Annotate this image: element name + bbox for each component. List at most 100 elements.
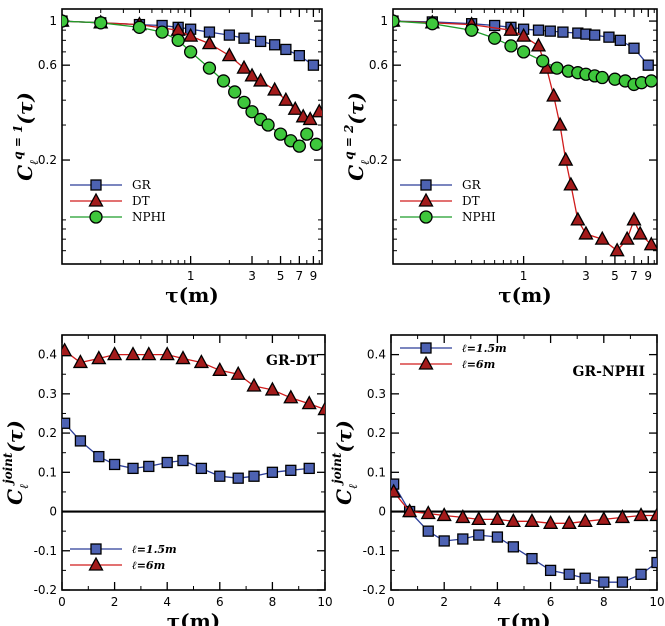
data-point [287, 100, 303, 115]
x-tick-label: 1 [187, 269, 195, 283]
x-tick-label: 7 [630, 269, 638, 283]
data-point [391, 483, 402, 498]
series-NPHI [393, 14, 657, 92]
y-axis-title: Cℓq = 1(τ) [11, 92, 41, 181]
data-point [422, 525, 434, 537]
data-point [266, 466, 279, 478]
data-point [125, 346, 141, 361]
data-point [633, 507, 649, 522]
data-point [132, 20, 147, 34]
y-tick-label: 0.2 [369, 153, 388, 167]
data-point [253, 72, 269, 87]
y-axis-title-part: joint [330, 452, 344, 486]
data-point [307, 59, 320, 71]
y-axis-title-part: (τ) [332, 420, 356, 452]
data-point [595, 70, 609, 85]
data-point [159, 346, 175, 361]
x-tick-label: 8 [600, 595, 608, 609]
data-point [598, 576, 610, 588]
legend-marker [88, 192, 104, 207]
x-tick-label: 7 [296, 269, 304, 283]
data-point [175, 350, 191, 365]
data-point [183, 27, 199, 42]
data-point [212, 361, 228, 376]
series-6m [391, 483, 657, 529]
data-point [302, 111, 318, 126]
legend-label: NPHI [462, 210, 496, 224]
data-point [516, 45, 531, 59]
data-point [471, 511, 487, 526]
data-point [107, 346, 123, 361]
data-point [193, 354, 209, 369]
data-point [570, 211, 586, 226]
data-point [464, 23, 479, 37]
y-axis-title-part: C [344, 165, 368, 181]
data-point [292, 139, 306, 153]
data-point [526, 552, 538, 565]
data-point [301, 395, 317, 410]
legend-marker [418, 355, 434, 370]
data-point [561, 514, 577, 529]
x-tick-label: 3 [248, 269, 256, 283]
y-axis-title: Cℓjoint(τ) [1, 420, 31, 505]
series-line [393, 20, 649, 66]
x-tick-label: 5 [277, 269, 285, 283]
legend-label: ℓ=1.5m [462, 342, 507, 355]
x-tick-label: 0 [387, 595, 395, 609]
data-point [303, 462, 315, 475]
data-point [614, 34, 626, 46]
x-axis-title: τ(m) [165, 283, 219, 307]
legend: ℓ=1.5m ℓ=6m [400, 342, 507, 371]
data-point [230, 365, 246, 380]
data-point [455, 509, 471, 524]
legend-label: ℓ=6m [132, 559, 165, 572]
data-point [141, 346, 157, 361]
data-point [223, 29, 236, 41]
y-tick-label: 0.3 [38, 387, 57, 401]
legend-label: ℓ=1.5m [132, 543, 177, 556]
data-point [285, 464, 297, 476]
data-point [557, 26, 569, 38]
x-tick-label: 4 [163, 595, 171, 609]
data-point [546, 87, 562, 102]
data-point [393, 14, 400, 28]
legend-marker [89, 210, 103, 224]
data-point [536, 54, 550, 68]
plot-frame [392, 8, 658, 265]
data-point [530, 37, 547, 52]
data-point [558, 151, 574, 166]
panel-annotation: GR-NPHI [572, 364, 645, 380]
data-point [614, 509, 631, 524]
data-point [644, 74, 657, 88]
data-point [283, 389, 299, 404]
data-point [248, 470, 260, 482]
legend-marker [419, 210, 433, 224]
data-point [62, 14, 69, 28]
data-point [651, 556, 657, 569]
y-tick-label: 0.2 [367, 426, 386, 440]
y-axis-title-part: q = 2 [342, 125, 356, 160]
data-point [183, 45, 198, 59]
y-axis-title-part: ℓ [27, 160, 41, 165]
data-point [609, 242, 625, 257]
data-point [238, 32, 250, 44]
y-axis-title-part: ℓ [17, 484, 31, 489]
data-point [202, 61, 217, 75]
data-point [594, 230, 610, 245]
data-point [643, 236, 657, 251]
y-tick-label: 0.1 [38, 465, 57, 479]
series-line [393, 491, 657, 524]
data-point [589, 29, 601, 41]
y-tick-label: 0.4 [38, 348, 57, 362]
y-tick-label: 1 [380, 14, 388, 28]
y-axis-title-part: (τ) [3, 420, 27, 452]
data-point [503, 21, 519, 36]
data-point [293, 49, 305, 62]
legend: ℓ=1.5m ℓ=6m [70, 543, 177, 572]
y-tick-label: -0.1 [34, 544, 57, 558]
data-point [438, 535, 450, 547]
data-point [309, 137, 322, 151]
legend: GR DT NPHI [400, 178, 496, 224]
data-point [550, 61, 564, 75]
